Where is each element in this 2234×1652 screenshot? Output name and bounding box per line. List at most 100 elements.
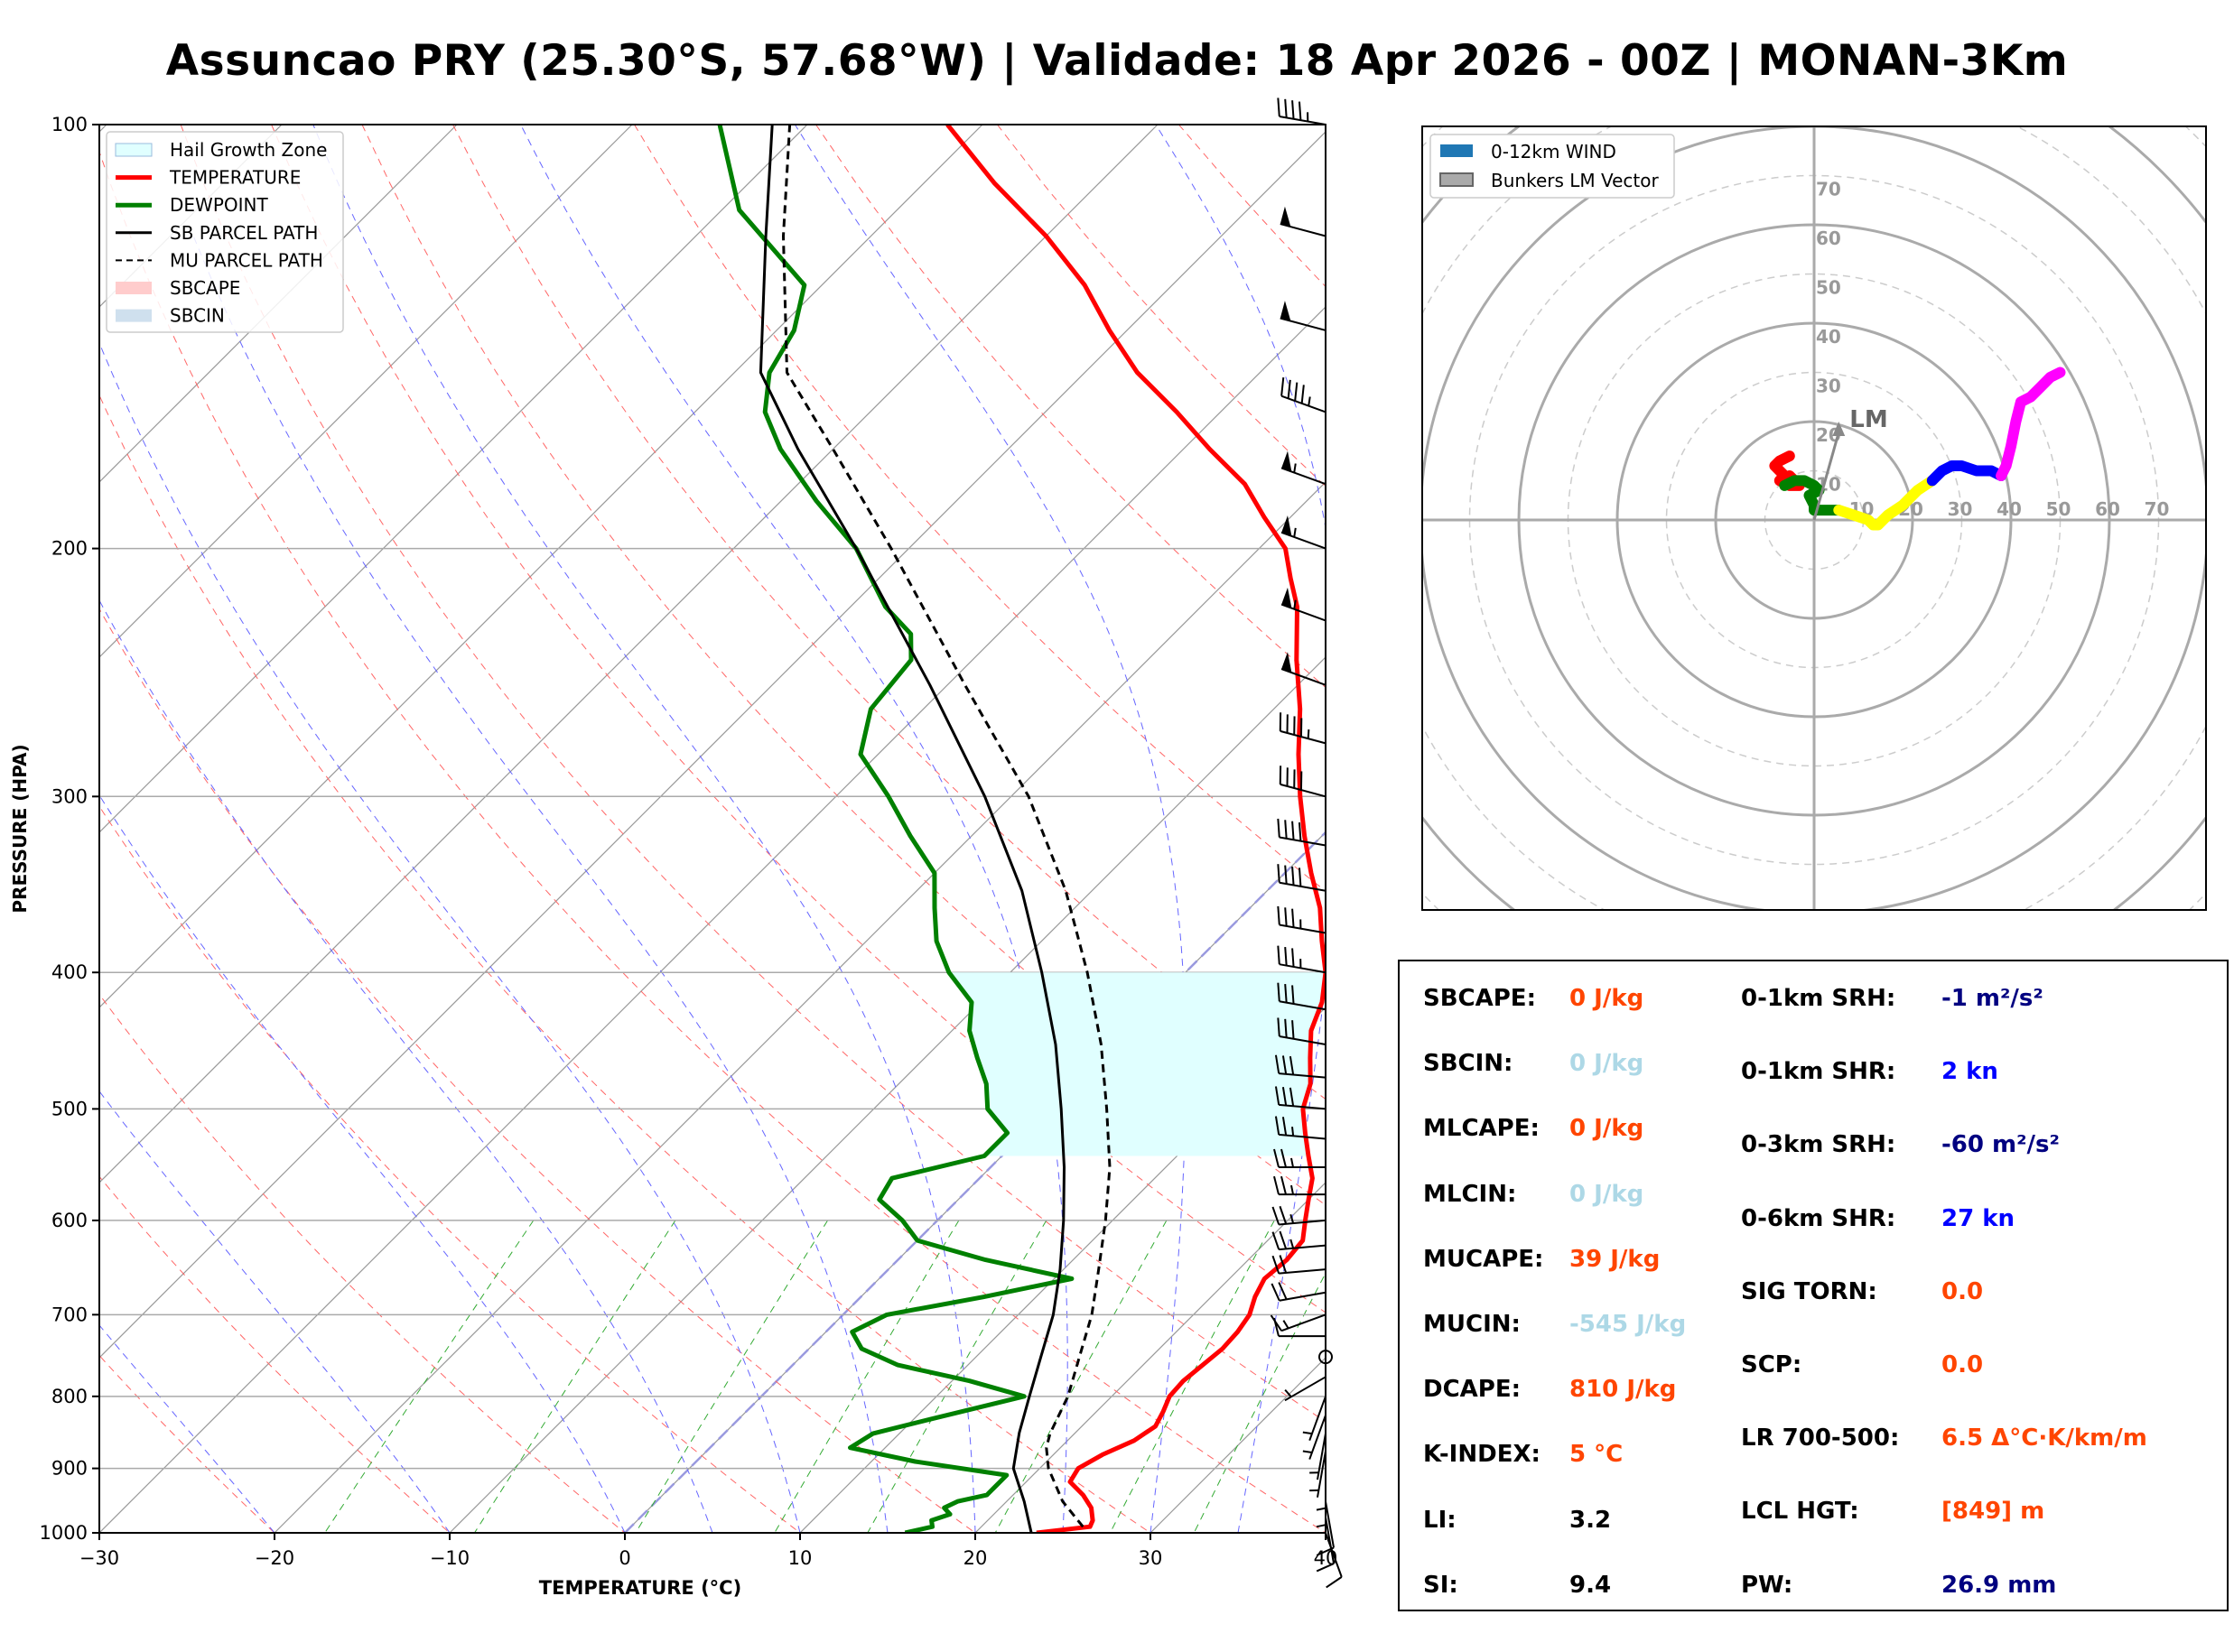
barb-staff — [1279, 1133, 1326, 1140]
barb-full — [1284, 1018, 1288, 1038]
barb-full — [1274, 1086, 1280, 1106]
stat-value: 810 J/kg — [1569, 1376, 1677, 1404]
wind-barb — [1274, 1116, 1326, 1140]
barb-staff — [1279, 1072, 1326, 1079]
barb-full — [1298, 822, 1302, 841]
stat-value: 27 kn — [1941, 1204, 2015, 1232]
stat-label: MLCIN: — [1423, 1180, 1517, 1208]
stat-value: 3.2 — [1569, 1506, 1612, 1534]
barb-full — [1279, 1205, 1288, 1225]
barb-staff — [1308, 1396, 1326, 1442]
isotherm-line — [974, 1182, 1326, 1533]
stat-value: 6.5 Δ°C·K/km/m — [1941, 1425, 2147, 1452]
dry-adiabat — [361, 125, 1326, 1206]
wind-barb — [1309, 1433, 1326, 1480]
y-tick-label: 900 — [51, 1458, 88, 1480]
barb-full — [1298, 868, 1302, 886]
skewt-chart: −30 −20 −10 0 10 20 30 401002003004005006007008… — [9, 97, 1343, 1599]
hodograph-segment-0-1km — [1769, 450, 1805, 491]
mixing-ratio-line — [1193, 1272, 1326, 1533]
hodograph-ring — [1422, 126, 2206, 910]
stat-label: 0-3km SRH: — [1741, 1131, 1896, 1159]
moist-adiabat — [192, 236, 889, 1533]
hodograph-ring — [1224, 0, 2234, 957]
moist-adiabat — [99, 341, 801, 1533]
hodograph-ring — [1468, 174, 2160, 866]
barb-full — [1284, 984, 1288, 1003]
isotherm-line — [99, 125, 633, 658]
barb-full — [1298, 101, 1302, 121]
barb-staff — [1279, 1291, 1326, 1302]
stat-value: 39 J/kg — [1569, 1245, 1661, 1273]
hodograph-ring — [1422, 126, 2206, 910]
y-tick-label: 400 — [51, 961, 88, 983]
barb-staff — [1279, 1244, 1326, 1251]
barb-staff — [1279, 115, 1326, 125]
moist-adiabat — [99, 1324, 275, 1533]
wind-barb — [1309, 1451, 1326, 1498]
barb-staff — [1316, 1451, 1326, 1498]
stat-label: 0-6km SHR: — [1741, 1204, 1896, 1232]
barb-full — [1280, 377, 1285, 396]
barb-half — [1302, 1450, 1313, 1454]
barb-half — [1302, 1431, 1313, 1435]
hail-growth-zone — [948, 972, 1326, 1156]
barb-half — [1316, 1507, 1326, 1511]
barb-staff — [1279, 1219, 1326, 1226]
stat-value: 0 J/kg — [1569, 1050, 1644, 1078]
barb-flag — [1280, 301, 1291, 321]
barb-flag — [1281, 515, 1292, 536]
stat-label: SBCAPE: — [1423, 985, 1536, 1012]
stat-value: 2 kn — [1941, 1058, 1998, 1086]
calm-wind-circle — [1318, 1350, 1333, 1365]
wind-barb — [1273, 1175, 1326, 1196]
barb-full — [1284, 946, 1288, 966]
hodograph-ring — [1422, 126, 2206, 910]
wind-barb — [1325, 1532, 1343, 1589]
barb-full — [1277, 1017, 1280, 1037]
barb-full — [1277, 97, 1280, 117]
mixing-ratio-line — [635, 1220, 829, 1533]
legend-swatch-sbcin — [116, 309, 152, 322]
dry-adiabat — [452, 125, 1326, 1100]
barb-full — [1289, 1055, 1295, 1075]
dry-adiabat — [99, 150, 1326, 1533]
stat-label: 0-1km SRH: — [1741, 985, 1896, 1012]
bunkers-lm-arrow — [1812, 432, 1840, 521]
wind-barb — [1302, 1396, 1326, 1442]
isotherm-line — [99, 306, 1326, 1533]
bunkers-lm-arrowhead — [1832, 422, 1846, 436]
lm-label: LM — [1849, 406, 1887, 433]
dry-adiabat — [99, 1354, 275, 1533]
mixing-ratio-line — [994, 1220, 1168, 1533]
stat-label: LCL HGT: — [1741, 1498, 1859, 1526]
wind-barb — [1279, 712, 1326, 745]
x-tick-label: 20 — [963, 1547, 988, 1569]
hodograph-x-label: 70 — [2145, 498, 2170, 520]
temperature-line — [945, 125, 1326, 1533]
wind-barb — [1277, 97, 1326, 125]
barb-flag — [1281, 587, 1292, 608]
barb-staff — [1325, 1501, 1336, 1548]
y-tick-label: 300 — [51, 785, 88, 807]
hodograph-x-label: 50 — [2046, 498, 2071, 520]
barb-full — [1291, 985, 1295, 1005]
hodograph-ring — [1517, 223, 2111, 817]
legend-swatch-sbcape — [116, 282, 152, 294]
barb-full — [1281, 1117, 1288, 1136]
hodograph-x-label: 30 — [1948, 498, 1973, 520]
hodograph-x-label: 40 — [1997, 498, 2022, 520]
wind-barb — [1280, 301, 1326, 331]
barb-full — [1284, 820, 1288, 839]
stat-value: 5 °C — [1569, 1441, 1624, 1469]
hodograph-x-label: 60 — [2095, 498, 2120, 520]
barb-staff — [1316, 1433, 1326, 1480]
wind-barb — [1280, 652, 1326, 686]
isotherm-line — [449, 656, 1326, 1533]
barb-half — [1289, 1213, 1295, 1224]
mixing-ratio-line — [1109, 1220, 1275, 1533]
moist-adiabat — [520, 125, 1068, 1533]
stat-label: SBCIN: — [1423, 1050, 1513, 1078]
wind-barb — [1277, 982, 1326, 1011]
barb-full — [1316, 1546, 1335, 1556]
